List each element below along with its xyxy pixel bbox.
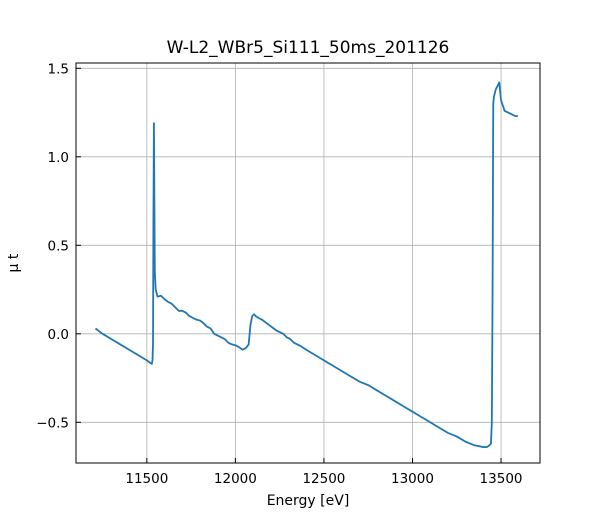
x-axis-label: Energy [eV]	[267, 493, 350, 509]
grid	[76, 63, 540, 463]
x-tick-label: 12500	[302, 471, 345, 487]
y-tick-label: −0.5	[36, 415, 69, 431]
x-tick-label: 13000	[391, 471, 434, 487]
x-tick-label: 11500	[125, 471, 168, 487]
y-tick-label: 1.5	[48, 61, 69, 77]
y-tick-label: 0.0	[48, 327, 69, 343]
plot-frame	[75, 62, 541, 464]
y-axis-label: μ t	[6, 253, 22, 272]
y-tick-label: 0.5	[48, 238, 69, 254]
x-tick-label: 13500	[480, 471, 523, 487]
x-tick-label: 12000	[214, 471, 257, 487]
ticks: 11500 12000 12500 13000 13500 −0.5 0.0 0.5 1.0 1.…	[36, 61, 522, 487]
chart-title: W-L2_WBr5_Si111_50ms_201126	[167, 38, 450, 58]
series-layer	[94, 81, 518, 448]
series-line	[94, 81, 518, 448]
y-tick-label: 1.0	[48, 150, 69, 166]
